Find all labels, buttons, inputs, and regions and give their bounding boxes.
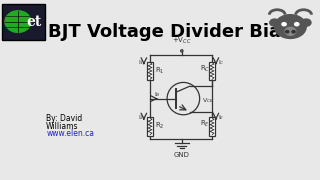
Text: I$_1$: I$_1$ <box>138 58 144 67</box>
Circle shape <box>285 27 296 35</box>
Text: +V$_{CC}$: +V$_{CC}$ <box>172 36 192 46</box>
Circle shape <box>275 15 306 39</box>
Text: By: David: By: David <box>46 114 83 123</box>
Text: Williams: Williams <box>46 122 79 131</box>
Circle shape <box>286 31 289 33</box>
Circle shape <box>270 19 279 26</box>
Text: BJT Voltage Divider Bias: BJT Voltage Divider Bias <box>48 23 292 41</box>
Text: I$_C$: I$_C$ <box>218 58 225 67</box>
Text: GND: GND <box>174 152 190 158</box>
Text: R$_1$: R$_1$ <box>155 66 164 76</box>
Text: et: et <box>26 15 42 29</box>
Bar <box>209 117 215 136</box>
Text: I$_E$: I$_E$ <box>218 113 225 122</box>
Text: www.elen.ca: www.elen.ca <box>46 129 94 138</box>
Text: I$_2$: I$_2$ <box>138 113 144 122</box>
Circle shape <box>282 23 286 26</box>
Circle shape <box>295 23 299 26</box>
Circle shape <box>5 11 31 32</box>
Text: V$_{CE}$: V$_{CE}$ <box>202 96 214 105</box>
Bar <box>209 62 215 80</box>
Text: R$_E$: R$_E$ <box>200 119 210 129</box>
Circle shape <box>292 31 295 33</box>
Text: R$_C$: R$_C$ <box>200 64 210 74</box>
Circle shape <box>301 19 311 26</box>
Bar <box>147 117 153 136</box>
Text: I$_B$: I$_B$ <box>154 90 161 99</box>
Bar <box>147 62 153 80</box>
Text: R$_2$: R$_2$ <box>155 121 164 131</box>
